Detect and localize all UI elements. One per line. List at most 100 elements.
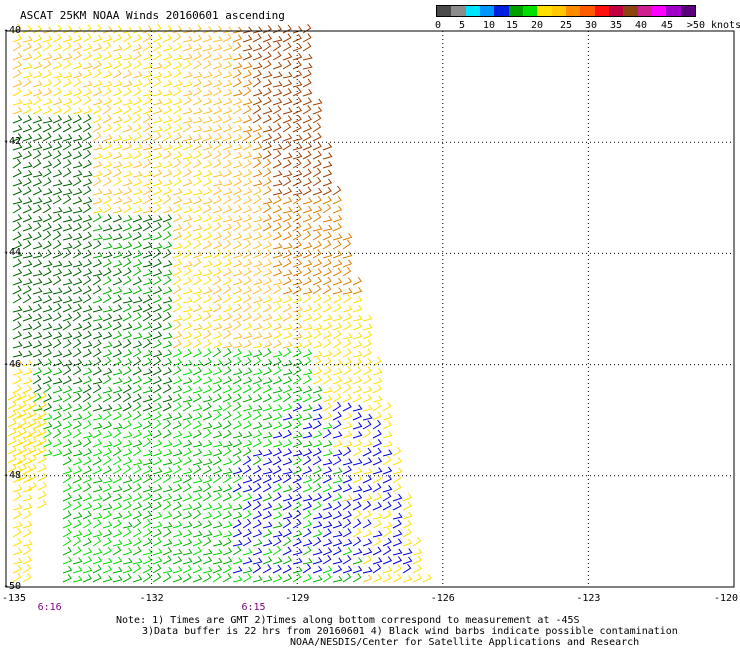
wind-barb: [22, 124, 33, 133]
wind-barb: [27, 454, 37, 464]
wind-barb: [212, 331, 223, 340]
wind-barb: [92, 456, 102, 466]
wind-barb: [312, 284, 322, 295]
wind-barb: [262, 96, 272, 106]
wind-barb: [102, 195, 112, 205]
wind-barb: [302, 42, 312, 52]
wind-barb: [132, 356, 142, 367]
wind-barb: [282, 485, 293, 493]
wind-barb: [242, 276, 252, 286]
wind-barb: [202, 503, 213, 511]
wind-barb: [232, 384, 242, 394]
wind-barb: [412, 564, 422, 574]
wind-barb: [212, 565, 223, 574]
wind-barb: [192, 556, 203, 565]
wind-barb: [122, 565, 133, 574]
colorbar-segment: [594, 6, 609, 16]
wind-barb: [12, 106, 23, 115]
colorbar-tick-label: 35: [609, 20, 623, 31]
wind-barb: [72, 240, 82, 250]
wind-barb: [222, 329, 232, 340]
wind-barb: [82, 493, 93, 502]
wind-barb: [232, 439, 243, 448]
wind-barb: [122, 476, 133, 484]
wind-barb: [242, 501, 252, 511]
wind-barb: [72, 449, 83, 457]
wind-barb: [162, 521, 173, 529]
wind-barb: [72, 42, 82, 52]
wind-barb: [202, 385, 213, 394]
wind-barb: [22, 150, 32, 160]
wind-barb: [182, 548, 193, 556]
wind-barb: [72, 536, 82, 547]
wind-barb: [292, 87, 302, 97]
wind-barb: [82, 456, 92, 466]
wind-barb: [202, 107, 213, 115]
wind-barb: [42, 322, 53, 331]
wind-barb: [152, 98, 163, 106]
wind-barb: [292, 97, 302, 106]
wind-barb: [302, 448, 313, 457]
wind-barb: [272, 376, 283, 385]
wind-barb: [402, 563, 412, 574]
wind-barb: [42, 439, 53, 448]
wind-barb: [242, 528, 252, 538]
wind-barb: [82, 214, 93, 223]
note-line-2: 3)Data buffer is 22 hrs from 20160601 4)…: [142, 626, 678, 637]
wind-barb: [22, 42, 32, 52]
wind-barb: [132, 276, 142, 286]
wind-barb: [92, 564, 102, 574]
wind-barb: [152, 295, 162, 304]
wind-barb: [152, 169, 163, 178]
wind-barb: [32, 278, 43, 286]
wind-barb: [22, 223, 33, 232]
wind-barb: [152, 528, 162, 538]
wind-barb: [12, 305, 23, 313]
wind-barb: [172, 548, 183, 556]
wind-barb: [322, 294, 332, 304]
wind-barb: [222, 71, 233, 79]
wind-barb: [322, 203, 332, 214]
wind-barb: [162, 269, 173, 277]
wind-barb: [302, 105, 312, 115]
wind-barb: [292, 143, 303, 151]
wind-barb: [92, 152, 103, 160]
wind-barb: [212, 295, 222, 304]
wind-barb: [92, 79, 103, 88]
wind-barb: [252, 356, 262, 367]
wind-barb: [162, 52, 173, 61]
wind-barb: [42, 277, 53, 286]
wind-barb: [142, 233, 153, 241]
wind-barb: [252, 404, 263, 412]
wind-barb: [162, 34, 173, 43]
wind-barb: [52, 275, 62, 286]
wind-barb: [312, 205, 323, 214]
wind-barb: [372, 537, 382, 547]
wind-barb: [392, 446, 402, 457]
wind-barb: [252, 97, 263, 106]
wind-barb: [332, 205, 343, 214]
wind-barb: [182, 89, 193, 97]
wind-barb: [182, 53, 193, 61]
wind-barb: [312, 294, 322, 304]
wind-barb: [22, 260, 33, 268]
wind-barb: [172, 475, 183, 484]
wind-barb: [272, 557, 283, 565]
wind-barb: [312, 367, 323, 376]
colorbar-segment: [494, 6, 509, 16]
wind-barb: [182, 116, 193, 124]
wind-barb: [52, 287, 63, 295]
wind-barb: [402, 538, 413, 547]
wind-barb: [52, 420, 62, 430]
wind-barb: [12, 350, 23, 358]
wind-barb: [232, 78, 242, 88]
wind-barb: [42, 421, 53, 430]
wind-barb: [252, 449, 263, 457]
wind-barb: [232, 529, 242, 538]
wind-barb: [272, 296, 283, 304]
wind-barb: [302, 132, 312, 142]
wind-barb: [292, 70, 303, 79]
wind-barb: [242, 357, 252, 367]
wind-barb: [112, 97, 123, 106]
wind-barb: [362, 529, 373, 538]
